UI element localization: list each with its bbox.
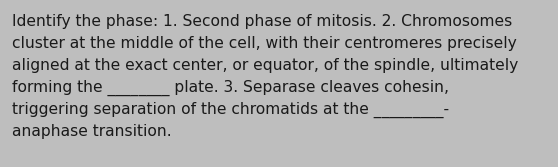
Text: Identify the phase: 1. Second phase of mitosis. 2. Chromosomes: Identify the phase: 1. Second phase of m… [12,14,512,29]
Text: triggering separation of the chromatids at the _________-: triggering separation of the chromatids … [12,102,449,118]
Text: cluster at the middle of the cell, with their centromeres precisely: cluster at the middle of the cell, with … [12,36,517,51]
Text: aligned at the exact center, or equator, of the spindle, ultimately: aligned at the exact center, or equator,… [12,58,518,73]
Text: anaphase transition.: anaphase transition. [12,124,172,139]
Text: forming the ________ plate. 3. Separase cleaves cohesin,: forming the ________ plate. 3. Separase … [12,80,449,96]
